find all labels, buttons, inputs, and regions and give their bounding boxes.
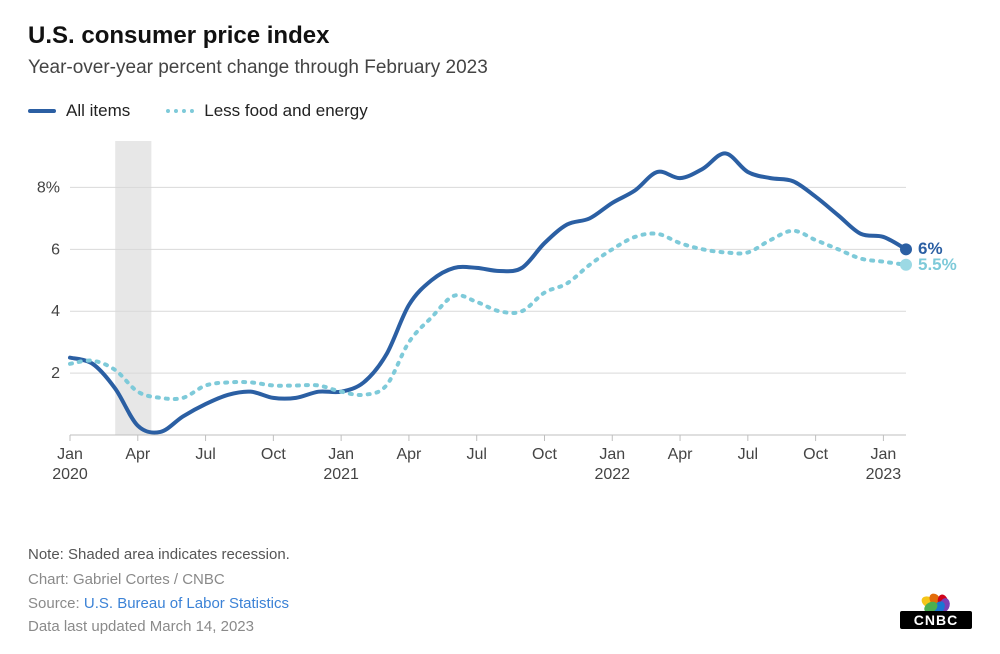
svg-text:8%: 8%: [37, 179, 60, 196]
svg-text:Jan: Jan: [599, 446, 625, 463]
svg-text:4: 4: [51, 303, 60, 320]
footer-note: Note: Shaded area indicates recession.: [28, 543, 972, 566]
chart-area: 2 4 6 8% Jan 2020 Apr Jul Oct Jan 2021 Apr Jul Oct Jan…: [28, 133, 972, 498]
legend-label: All items: [66, 101, 130, 121]
svg-text:Apr: Apr: [125, 446, 151, 463]
data-updated: Data last updated March 14, 2023: [28, 615, 972, 638]
legend-swatch-icon: [28, 109, 56, 113]
svg-text:6: 6: [51, 241, 60, 258]
svg-text:Apr: Apr: [668, 446, 694, 463]
legend-item-core: Less food and energy: [166, 101, 368, 121]
source-link[interactable]: U.S. Bureau of Labor Statistics: [84, 595, 289, 612]
svg-text:2: 2: [51, 365, 60, 382]
svg-text:2023: 2023: [866, 466, 902, 483]
footer: Note: Shaded area indicates recession. C…: [28, 543, 972, 638]
line-chart: 2 4 6 8% Jan 2020 Apr Jul Oct Jan 2021 Apr Jul Oct Jan…: [28, 133, 972, 493]
svg-text:2020: 2020: [52, 466, 88, 483]
legend-item-all-items: All items: [28, 101, 130, 121]
cnbc-logo: CNBC: [900, 593, 972, 634]
svg-text:Jan: Jan: [871, 446, 897, 463]
terminal-label-core: 5.5%: [918, 255, 957, 275]
chart-subtitle: Year-over-year percent change through Fe…: [28, 57, 972, 79]
svg-text:Oct: Oct: [532, 446, 557, 463]
svg-text:Jul: Jul: [195, 446, 215, 463]
svg-text:2022: 2022: [594, 466, 630, 483]
svg-text:2021: 2021: [323, 466, 359, 483]
svg-text:Oct: Oct: [261, 446, 286, 463]
chart-title: U.S. consumer price index: [28, 22, 972, 51]
chart-credit: Chart: Gabriel Cortes / CNBC: [28, 568, 972, 591]
legend: All items Less food and energy: [28, 101, 972, 121]
svg-text:CNBC: CNBC: [914, 612, 958, 628]
svg-text:Jan: Jan: [328, 446, 354, 463]
svg-text:Jan: Jan: [57, 446, 83, 463]
svg-text:Jul: Jul: [738, 446, 758, 463]
source-line: Source: U.S. Bureau of Labor Statistics: [28, 592, 972, 615]
legend-swatch-icon: [166, 109, 194, 113]
svg-text:Apr: Apr: [396, 446, 422, 463]
svg-text:Oct: Oct: [803, 446, 828, 463]
legend-label: Less food and energy: [204, 101, 368, 121]
svg-text:Jul: Jul: [466, 446, 486, 463]
